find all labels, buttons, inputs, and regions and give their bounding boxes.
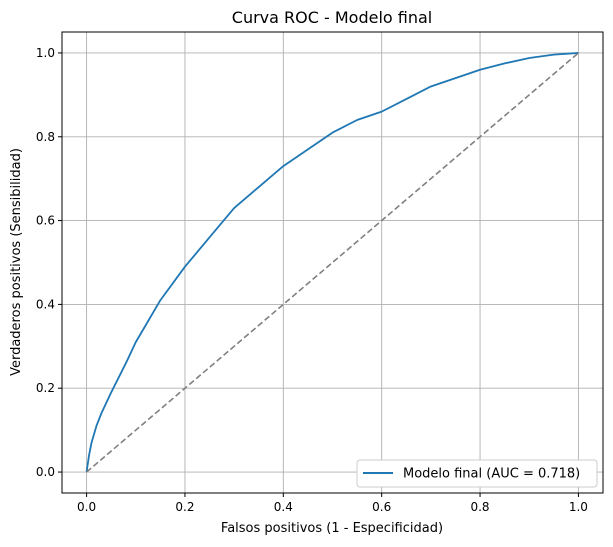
y-tick-label: 0.0 — [36, 465, 55, 479]
legend: Modelo final (AUC = 0.718) — [356, 459, 598, 488]
x-axis: 0.0 0.2 0.4 0.6 0.8 1.0 — [77, 493, 588, 514]
y-tick-label: 0.4 — [36, 297, 55, 311]
legend-label-modelo-final: Modelo final (AUC = 0.718) — [403, 467, 580, 482]
roc-curve-line — [85, 52, 579, 473]
series-group — [85, 52, 579, 473]
plot-frame — [61, 31, 604, 494]
x-axis-label: Falsos positivos (1 - Especificidad) — [221, 521, 443, 536]
x-tick-label: 0.0 — [77, 500, 96, 514]
x-tick-label: 0.6 — [372, 500, 391, 514]
chart-title: Curva ROC - Modelo final — [232, 8, 432, 27]
y-tick-label: 0.6 — [36, 214, 55, 228]
y-tick-label: 0.8 — [36, 130, 55, 144]
x-tick-label: 0.2 — [175, 500, 194, 514]
grid — [62, 32, 603, 493]
x-tick-label: 1.0 — [569, 500, 588, 514]
x-tick-label: 0.8 — [470, 500, 489, 514]
random-baseline-line — [86, 52, 579, 473]
y-tick-label: 1.0 — [36, 46, 55, 60]
y-axis: 0.0 0.2 0.4 0.6 0.8 1.0 — [36, 46, 62, 479]
y-axis-label: Verdaderos positivos (Sensibilidad) — [9, 148, 24, 376]
y-tick-label: 0.2 — [36, 381, 55, 395]
x-tick-label: 0.4 — [274, 500, 293, 514]
legend-box — [356, 459, 598, 488]
